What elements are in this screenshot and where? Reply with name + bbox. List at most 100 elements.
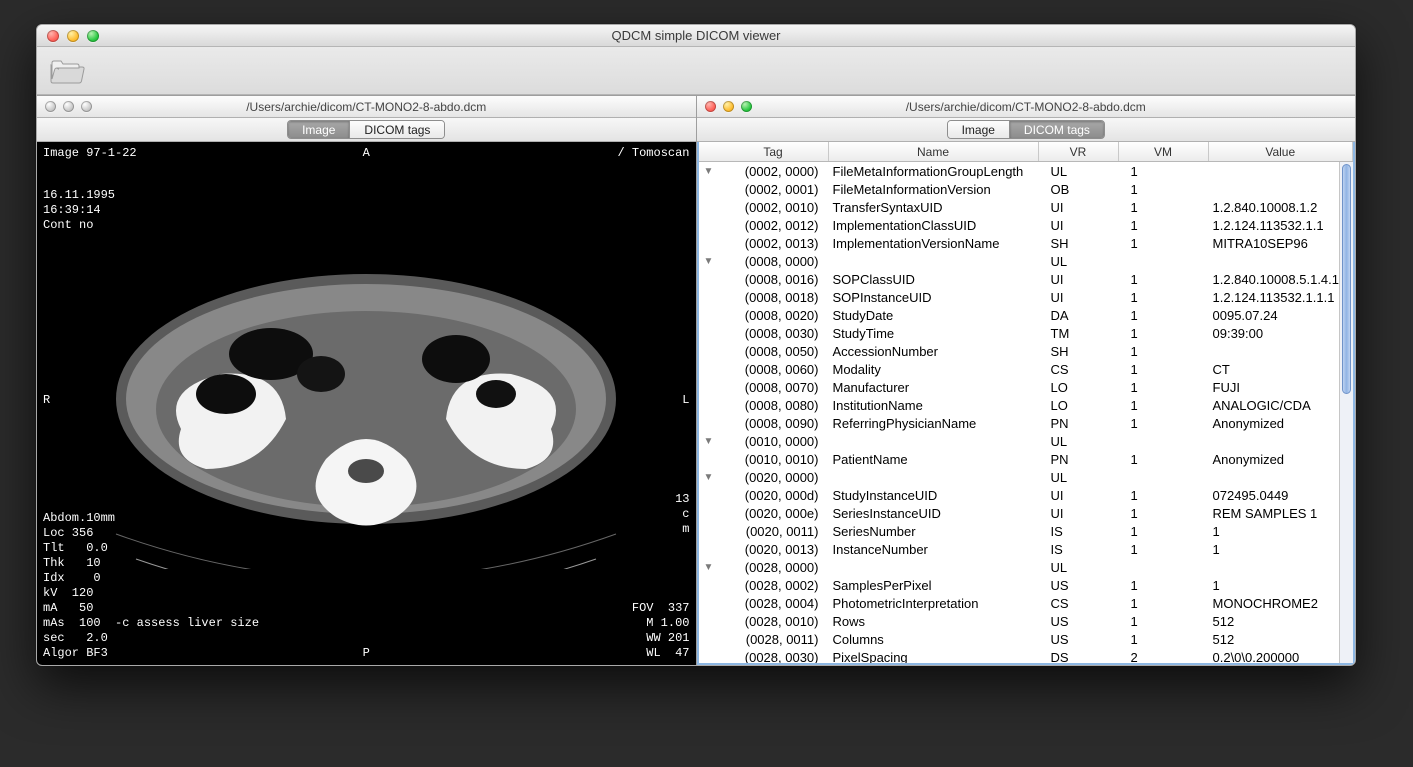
cell-vr: UI	[1039, 200, 1119, 215]
close-icon[interactable]	[705, 101, 716, 112]
zoom-icon[interactable]	[81, 101, 92, 112]
minimize-icon[interactable]	[67, 30, 79, 42]
cell-tag: (0020, 000e)	[719, 506, 829, 521]
table-row[interactable]: ▼(0010, 0000)UL	[699, 432, 1340, 450]
disclosure-icon[interactable]: ▼	[699, 166, 719, 177]
table-row[interactable]: (0008, 0020)StudyDateDA10095.07.24	[699, 306, 1340, 324]
table-row[interactable]: (0028, 0010)RowsUS1512	[699, 612, 1340, 630]
right-tabs: Image DICOM tags	[697, 118, 1356, 142]
cell-vr: SH	[1039, 344, 1119, 359]
cell-vm: 1	[1119, 614, 1209, 629]
cell-value: 0095.07.24	[1209, 308, 1340, 323]
table-row[interactable]: (0002, 0013)ImplementationVersionNameSH1…	[699, 234, 1340, 252]
table-row[interactable]: (0008, 0016)SOPClassUIDUI11.2.840.10008.…	[699, 270, 1340, 288]
table-row[interactable]: (0008, 0030)StudyTimeTM109:39:00	[699, 324, 1340, 342]
cell-name: FileMetaInformationGroupLength	[829, 164, 1039, 179]
cell-tag: (0028, 0010)	[719, 614, 829, 629]
cell-vr: US	[1039, 578, 1119, 593]
toolbar	[37, 47, 1355, 95]
cell-value: 1.2.124.113532.1.1	[1209, 218, 1340, 233]
vertical-scrollbar[interactable]	[1339, 162, 1353, 663]
cell-vr: LO	[1039, 380, 1119, 395]
scrollbar-thumb[interactable]	[1342, 164, 1351, 394]
close-icon[interactable]	[47, 30, 59, 42]
table-row[interactable]: (0008, 0080)InstitutionNameLO1ANALOGIC/C…	[699, 396, 1340, 414]
table-row[interactable]: (0028, 0004)PhotometricInterpretationCS1…	[699, 594, 1340, 612]
minimize-icon[interactable]	[723, 101, 734, 112]
image-viewer[interactable]: Image 97-1-22 A / Tomoscan 16.11.1995 16…	[37, 142, 696, 665]
cell-name: Rows	[829, 614, 1039, 629]
window-title: QDCM simple DICOM viewer	[37, 28, 1355, 43]
cell-name: Manufacturer	[829, 380, 1039, 395]
col-vr[interactable]: VR	[1039, 142, 1119, 161]
table-row[interactable]: (0020, 000d)StudyInstanceUIDUI1072495.04…	[699, 486, 1340, 504]
minimize-icon[interactable]	[63, 101, 74, 112]
cell-value: 1.2.840.10008.1.2	[1209, 200, 1340, 215]
zoom-icon[interactable]	[87, 30, 99, 42]
disclosure-icon[interactable]: ▼	[699, 472, 719, 483]
table-row[interactable]: (0008, 0070)ManufacturerLO1FUJI	[699, 378, 1340, 396]
cell-name: StudyInstanceUID	[829, 488, 1039, 503]
table-row[interactable]: (0028, 0002)SamplesPerPixelUS11	[699, 576, 1340, 594]
right-pane: /Users/archie/dicom/CT-MONO2-8-abdo.dcm …	[696, 95, 1356, 665]
table-row[interactable]: (0020, 000e)SeriesInstanceUIDUI1REM SAMP…	[699, 504, 1340, 522]
table-row[interactable]: ▼(0028, 0000)UL	[699, 558, 1340, 576]
cell-tag: (0028, 0000)	[719, 560, 829, 575]
disclosure-icon[interactable]: ▼	[699, 562, 719, 573]
table-row[interactable]: ▼(0002, 0000)FileMetaInformationGroupLen…	[699, 162, 1340, 180]
open-file-button[interactable]	[49, 57, 85, 85]
cell-vr: UL	[1039, 164, 1119, 179]
disclosure-icon[interactable]: ▼	[699, 256, 719, 267]
zoom-icon[interactable]	[741, 101, 752, 112]
tab-dicom-tags[interactable]: DICOM tags	[1009, 121, 1104, 138]
cell-value: 1	[1209, 542, 1340, 557]
cell-name: Columns	[829, 632, 1039, 647]
close-icon[interactable]	[45, 101, 56, 112]
cell-value: Anonymized	[1209, 416, 1340, 431]
table-row[interactable]: (0002, 0001)FileMetaInformationVersionOB…	[699, 180, 1340, 198]
table-row[interactable]: (0002, 0010)TransferSyntaxUIDUI11.2.840.…	[699, 198, 1340, 216]
disclosure-icon[interactable]: ▼	[699, 436, 719, 447]
left-pane: /Users/archie/dicom/CT-MONO2-8-abdo.dcm …	[37, 95, 696, 665]
table-row[interactable]: (0008, 0018)SOPInstanceUIDUI11.2.124.113…	[699, 288, 1340, 306]
app-window: QDCM simple DICOM viewer /Users/archie/d…	[36, 24, 1356, 666]
table-row[interactable]: ▼(0008, 0000)UL	[699, 252, 1340, 270]
table-row[interactable]: (0010, 0010)PatientNamePN1Anonymized	[699, 450, 1340, 468]
cell-name: InstitutionName	[829, 398, 1039, 413]
tab-dicom-tags[interactable]: DICOM tags	[349, 121, 444, 138]
cell-vm: 1	[1119, 506, 1209, 521]
col-vm[interactable]: VM	[1119, 142, 1209, 161]
cell-tag: (0020, 0013)	[719, 542, 829, 557]
col-value[interactable]: Value	[1209, 142, 1354, 161]
cell-tag: (0008, 0020)	[719, 308, 829, 323]
cell-vr: CS	[1039, 596, 1119, 611]
table-row[interactable]: (0008, 0060)ModalityCS1CT	[699, 360, 1340, 378]
cell-name: SeriesInstanceUID	[829, 506, 1039, 521]
table-row[interactable]: ▼(0020, 0000)UL	[699, 468, 1340, 486]
cell-vm: 1	[1119, 344, 1209, 359]
table-row[interactable]: (0028, 0030)PixelSpacingDS20.2\0\0.20000…	[699, 648, 1340, 663]
tab-image[interactable]: Image	[288, 121, 349, 138]
cell-tag: (0008, 0050)	[719, 344, 829, 359]
cell-vr: US	[1039, 614, 1119, 629]
cell-name: SamplesPerPixel	[829, 578, 1039, 593]
cell-vm: 2	[1119, 650, 1209, 664]
cell-vm: 1	[1119, 524, 1209, 539]
cell-value: FUJI	[1209, 380, 1340, 395]
table-body[interactable]: ▼(0002, 0000)FileMetaInformationGroupLen…	[699, 162, 1340, 663]
table-row[interactable]: (0028, 0011)ColumnsUS1512	[699, 630, 1340, 648]
col-tag[interactable]: Tag	[719, 142, 829, 161]
col-name[interactable]: Name	[829, 142, 1039, 161]
table-row[interactable]: (0002, 0012)ImplementationClassUIDUI11.2…	[699, 216, 1340, 234]
cell-name: SOPClassUID	[829, 272, 1039, 287]
table-row[interactable]: (0020, 0011)SeriesNumberIS11	[699, 522, 1340, 540]
cell-tag: (0010, 0010)	[719, 452, 829, 467]
cell-value: 1.2.840.10008.5.1.4.1.1.7	[1209, 272, 1340, 287]
table-row[interactable]: (0008, 0090)ReferringPhysicianNamePN1Ano…	[699, 414, 1340, 432]
cell-value: 512	[1209, 614, 1340, 629]
table-row[interactable]: (0008, 0050)AccessionNumberSH1	[699, 342, 1340, 360]
cell-vm: 1	[1119, 398, 1209, 413]
table-row[interactable]: (0020, 0013)InstanceNumberIS11	[699, 540, 1340, 558]
cell-vm: 1	[1119, 290, 1209, 305]
tab-image[interactable]: Image	[948, 121, 1009, 138]
